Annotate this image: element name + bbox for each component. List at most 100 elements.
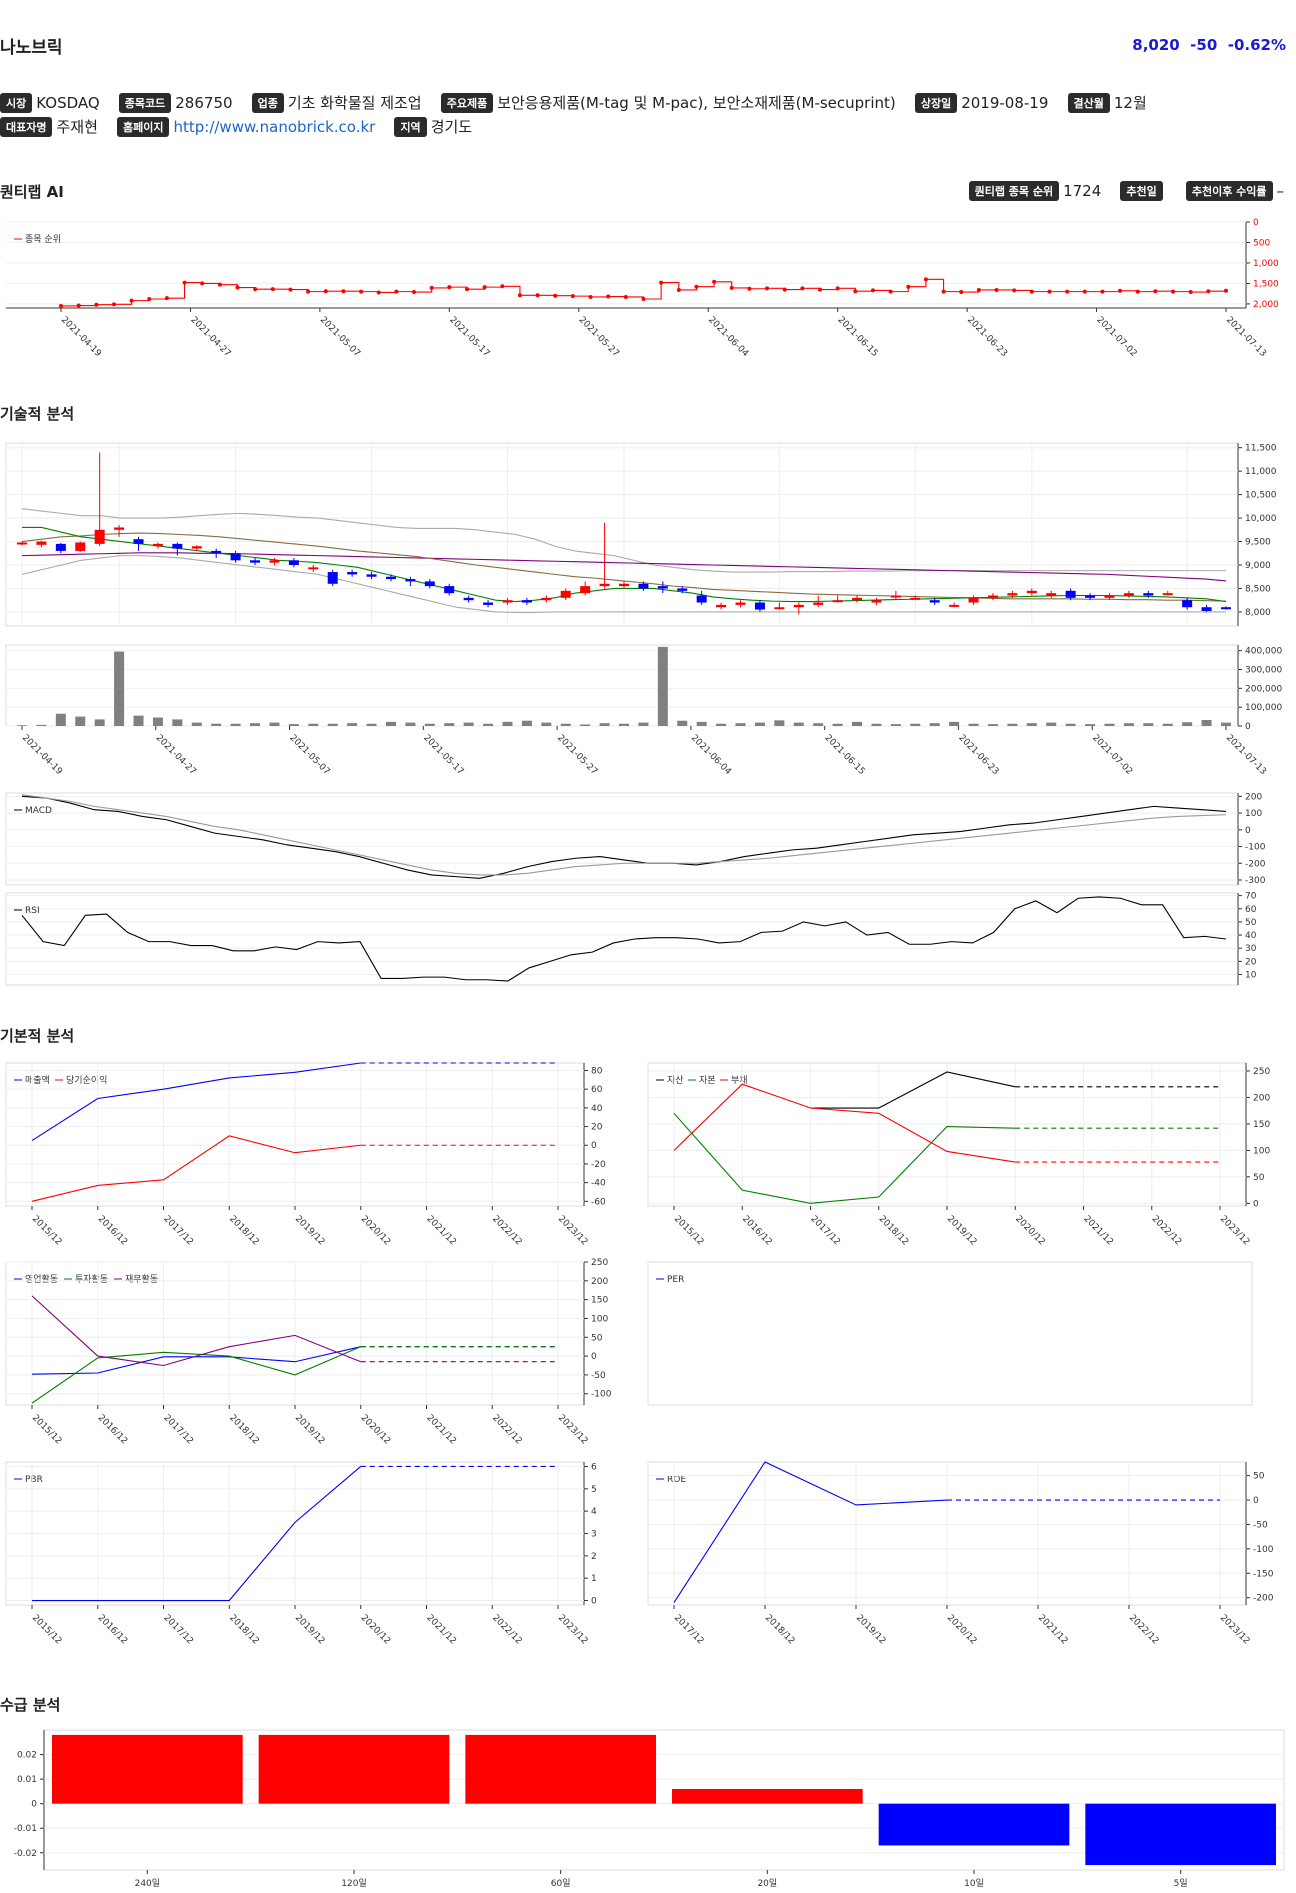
- candle-body: [327, 572, 338, 584]
- rank-point: [412, 290, 417, 295]
- supply-x-label: 60일: [551, 1878, 571, 1889]
- volume-bar: [1221, 722, 1231, 726]
- rsi-y-tick-label: 50: [1245, 918, 1257, 928]
- homepage-tag: 홈페이지: [116, 117, 170, 137]
- supply-tick-label: 0.02: [17, 1751, 37, 1761]
- rank-point: [1171, 289, 1176, 294]
- volume-bar: [677, 720, 688, 726]
- supply-tick-label: 0.01: [17, 1775, 37, 1785]
- volume-bar: [832, 723, 843, 726]
- candle-body: [987, 595, 998, 598]
- info-row-2: 대표자명 주재현 홈페이지 http://www.nanobrick.co.kr 지…: [0, 116, 486, 137]
- roe-x-tick-label: 2019/12: [854, 1613, 888, 1647]
- pbr-y-tick-label: 3: [591, 1530, 597, 1540]
- volume-bar: [599, 723, 610, 726]
- rank-point: [464, 287, 469, 292]
- candle-body: [657, 586, 668, 589]
- rank-point: [1082, 289, 1087, 294]
- supply-x-label: 5일: [1174, 1878, 1188, 1889]
- rank-point: [1100, 289, 1105, 294]
- volume-bar: [910, 723, 921, 726]
- volume-bar: [191, 722, 202, 726]
- income-x-tick-label: 2023/12: [556, 1214, 590, 1248]
- rank-point: [623, 294, 628, 299]
- candle-body: [1026, 590, 1037, 594]
- candle-ma_brown: [21, 532, 1227, 602]
- rank-point: [376, 290, 381, 295]
- price-change: -50: [1190, 36, 1218, 54]
- cashflow-y-tick-label: -100: [591, 1390, 612, 1400]
- candle-body: [1046, 593, 1057, 596]
- rank-point: [641, 296, 646, 301]
- volume-bar: [541, 722, 552, 726]
- balance-line: [673, 1083, 1016, 1163]
- rank-point: [1029, 289, 1034, 294]
- rank-point: [429, 285, 434, 290]
- volume-bar: [405, 722, 416, 726]
- balance-x-tick-label: 2019/12: [945, 1214, 979, 1248]
- roe-line: [673, 1461, 948, 1603]
- cashflow-x-tick-label: 2021/12: [424, 1413, 458, 1447]
- homepage-link[interactable]: http://www.nanobrick.co.kr: [173, 118, 376, 136]
- macd-y-tick-label: -200: [1245, 859, 1266, 869]
- rank-point: [517, 293, 522, 298]
- candle-body: [191, 546, 202, 549]
- supply-tick-label: -0.01: [14, 1824, 37, 1834]
- balance-x-tick-label: 2022/12: [1150, 1214, 1184, 1248]
- macd-y-tick-label: 100: [1245, 809, 1262, 819]
- rank-point: [147, 296, 152, 301]
- candle-body: [424, 581, 435, 587]
- candle-body: [793, 604, 804, 608]
- cashflow-legend-label: 영업활동: [25, 1273, 58, 1285]
- candle-body: [696, 595, 707, 603]
- macd-legend-label: MACD: [25, 806, 52, 816]
- balance-x-tick-label: 2023/12: [1218, 1214, 1252, 1248]
- volume-bar: [288, 724, 299, 726]
- fundamental-title: 기본적 분석: [0, 1027, 75, 1045]
- rank-point: [288, 287, 293, 292]
- volume-bar: [580, 724, 591, 726]
- supply-bar: [52, 1734, 243, 1804]
- roe-y-tick-label: -50: [1253, 1520, 1268, 1530]
- income-legend-label: 매출액: [25, 1074, 50, 1086]
- rank-x-tick-label: 2021-05-27: [577, 315, 621, 359]
- candle-y-tick-label: 8,500: [1245, 584, 1271, 594]
- volume-bar: [17, 725, 27, 726]
- region-value: 경기도: [430, 118, 473, 136]
- balance-x-tick-label: 2015/12: [672, 1214, 706, 1248]
- rank-x-tick-label: 2021-07-02: [1094, 315, 1138, 359]
- cashflow-y-tick-label: 200: [591, 1277, 608, 1287]
- roe-y-tick-label: 0: [1253, 1496, 1259, 1506]
- rank-point: [1118, 288, 1123, 293]
- pbr-y-tick-label: 5: [591, 1485, 597, 1495]
- volume-x-tick-label: 2021-06-04: [689, 733, 733, 777]
- candle-body: [75, 542, 86, 551]
- macd-line: [21, 795, 1227, 879]
- candle-y-tick-label: 10,000: [1245, 514, 1277, 524]
- rank-point: [341, 289, 346, 294]
- cashflow-line: [31, 1295, 361, 1367]
- candle-y-tick-label: 10,500: [1245, 491, 1277, 501]
- income-x-tick-label: 2021/12: [424, 1214, 458, 1248]
- rank-point: [182, 280, 187, 285]
- roe-legend-label: ROE: [667, 1475, 686, 1485]
- rank-point: [818, 287, 823, 292]
- rank-point: [200, 281, 205, 286]
- balance-y-tick-label: 250: [1253, 1067, 1270, 1077]
- volume-bar: [1104, 723, 1115, 726]
- supply-x-label: 20일: [757, 1878, 777, 1889]
- volume-bar: [211, 723, 222, 726]
- cashflow-y-tick-label: 250: [591, 1258, 608, 1268]
- candle-body: [949, 604, 960, 607]
- volume-bar: [871, 723, 882, 726]
- rank-x-tick-label: 2021-06-15: [836, 315, 880, 359]
- balance-x-tick-label: 2016/12: [740, 1214, 774, 1248]
- income-x-tick-label: 2018/12: [227, 1214, 261, 1248]
- rank-point: [111, 302, 116, 307]
- ceo-value: 주재현: [56, 118, 98, 136]
- volume-bar: [347, 723, 358, 726]
- macd-line: [21, 794, 1227, 876]
- supply-bar: [672, 1788, 863, 1804]
- rsi-frame: [5, 892, 1239, 986]
